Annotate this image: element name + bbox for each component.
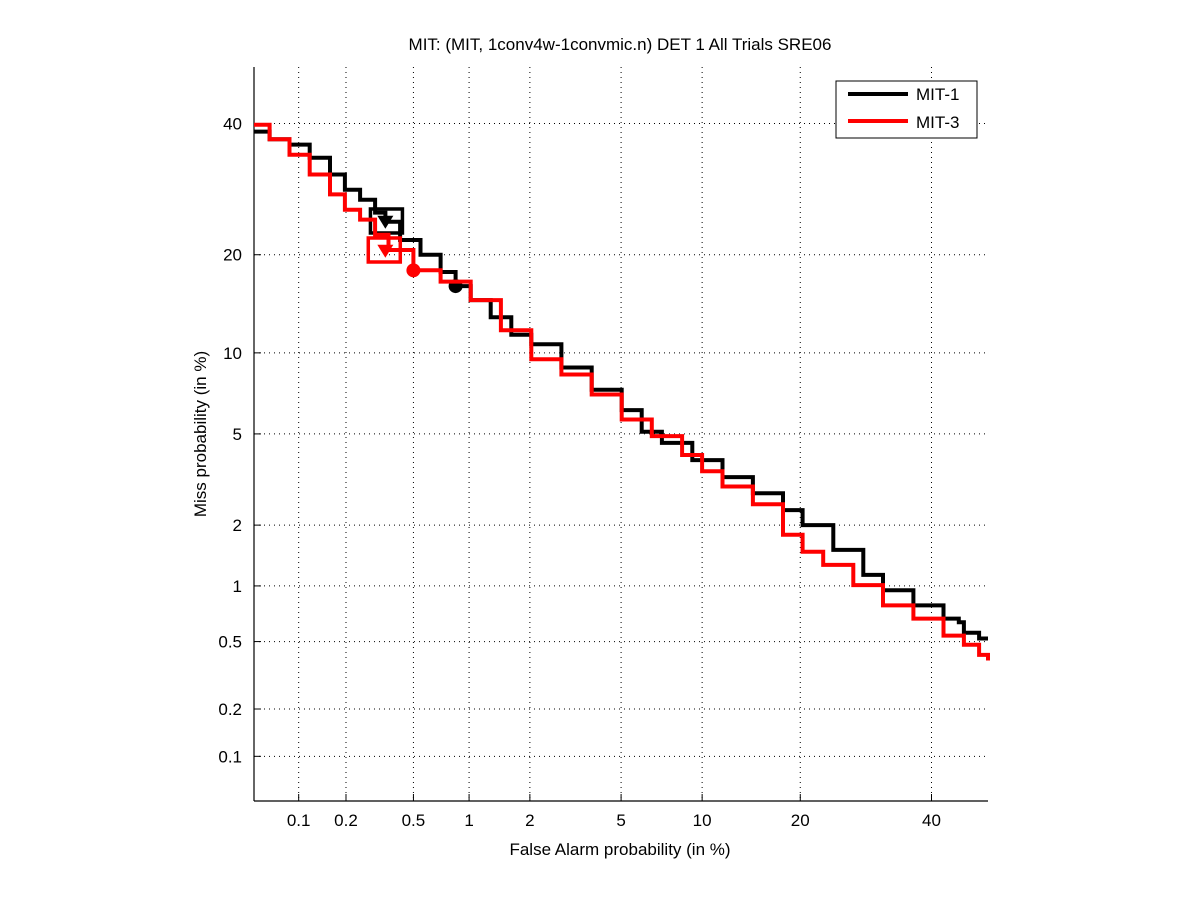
x-tick-label: 10: [693, 811, 712, 830]
y-tick-label: 1: [233, 577, 242, 596]
x-tick-label: 2: [525, 811, 534, 830]
series-line-mit-1: [254, 129, 988, 641]
y-axis-label: Miss probability (in %): [191, 351, 210, 517]
y-tick-label: 5: [233, 425, 242, 444]
y-tick-label: 0.1: [218, 747, 242, 766]
y-tick-label: 20: [223, 246, 242, 265]
series-layer: [254, 122, 990, 661]
legend: MIT-1 MIT-3: [835, 80, 978, 139]
axes: 0.1 0.2 0.5 1 2 5 10 20 40 0.1 0.2 0.5 1 2 5 10 20 40: [218, 67, 988, 830]
x-tick-label: 0.5: [402, 811, 426, 830]
y-tick-label: 10: [223, 344, 242, 363]
x-tick-label: 0.1: [287, 811, 311, 830]
x-tick-label: 0.2: [334, 811, 358, 830]
legend-label-mit-1: MIT-1: [916, 85, 959, 104]
marker-square-mit-3: [366, 236, 403, 264]
marker-triangle-mit-1: [377, 215, 394, 229]
chart-title: MIT: (MIT, 1conv4w-1convmic.n) DET 1 All…: [409, 35, 832, 54]
marker-circle-mit-3: [406, 263, 421, 278]
x-tick-label: 1: [464, 811, 473, 830]
x-tick-label: 20: [791, 811, 810, 830]
y-tick-label: 0.2: [218, 700, 242, 719]
legend-label-mit-3: MIT-3: [916, 113, 959, 132]
x-tick-label: 5: [616, 811, 625, 830]
y-tick-label: 2: [233, 516, 242, 535]
legend-box: [835, 80, 978, 139]
x-tick-label: 40: [922, 811, 941, 830]
y-tick-label: 0.5: [218, 633, 242, 652]
series-line-mit-3: [254, 122, 990, 661]
x-axis-label: False Alarm probability (in %): [509, 840, 730, 859]
marker-triangle-mit-3: [377, 244, 394, 258]
y-tick-label: 40: [223, 115, 242, 134]
